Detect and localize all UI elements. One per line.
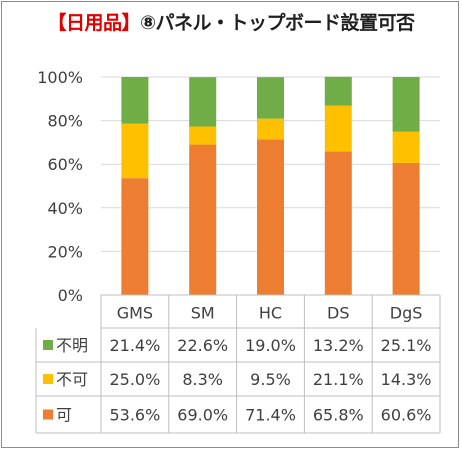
bar-segment xyxy=(189,144,217,295)
y-tick-label: 0% xyxy=(58,286,83,305)
data-label: 14.3% xyxy=(381,370,432,389)
x-category-label: HC xyxy=(259,304,282,323)
data-label: 9.5% xyxy=(250,370,291,389)
bar-segment xyxy=(121,77,149,124)
legend-label: 不可 xyxy=(56,370,88,389)
bar-segment xyxy=(121,178,149,295)
bar-segment xyxy=(324,151,352,295)
x-category-label: SM xyxy=(191,304,215,323)
bar-segment xyxy=(257,139,284,295)
data-label: 71.4% xyxy=(245,406,296,425)
bar-segment xyxy=(392,131,420,163)
y-tick-label: 60% xyxy=(47,155,83,174)
bar-segment xyxy=(392,162,420,295)
title-main: ⑧パネル・トップボード設置可否 xyxy=(139,12,415,34)
x-category-label: DS xyxy=(327,304,349,323)
chart-title: 【日用品】⑧パネル・トップボード設置可否 xyxy=(0,8,462,35)
bar-segment xyxy=(189,126,217,145)
legend-label: 不明 xyxy=(56,336,88,355)
bar-segment xyxy=(189,77,217,127)
data-label: 25.0% xyxy=(109,370,160,389)
bar-segment xyxy=(392,77,420,132)
y-tick-label: 20% xyxy=(47,242,83,261)
data-label: 21.4% xyxy=(109,336,160,355)
data-label: 19.0% xyxy=(245,336,296,355)
bar-segment xyxy=(324,105,352,152)
x-category-label: GMS xyxy=(117,304,153,323)
data-label: 22.6% xyxy=(177,336,228,355)
bar-segment xyxy=(121,123,149,179)
data-label: 53.6% xyxy=(109,406,160,425)
y-tick-label: 40% xyxy=(47,199,83,218)
legend-key xyxy=(43,409,53,420)
data-label: 8.3% xyxy=(182,370,223,389)
data-label: 60.6% xyxy=(381,406,432,425)
data-label: 69.0% xyxy=(177,406,228,425)
data-label: 21.1% xyxy=(313,370,364,389)
y-tick-label: 100% xyxy=(37,68,83,87)
title-prefix: 【日用品】 xyxy=(47,12,140,34)
data-label: 25.1% xyxy=(381,336,432,355)
data-label: 13.2% xyxy=(313,336,364,355)
x-category-label: DgS xyxy=(390,304,423,323)
legend-label: 可 xyxy=(56,406,72,425)
legend-key xyxy=(43,340,53,350)
y-tick-label: 80% xyxy=(47,112,83,131)
bar-segment xyxy=(324,76,352,106)
bar-segment xyxy=(257,77,284,119)
legend-key xyxy=(43,374,53,384)
data-label: 65.8% xyxy=(313,406,364,425)
bar-segment xyxy=(257,118,284,140)
